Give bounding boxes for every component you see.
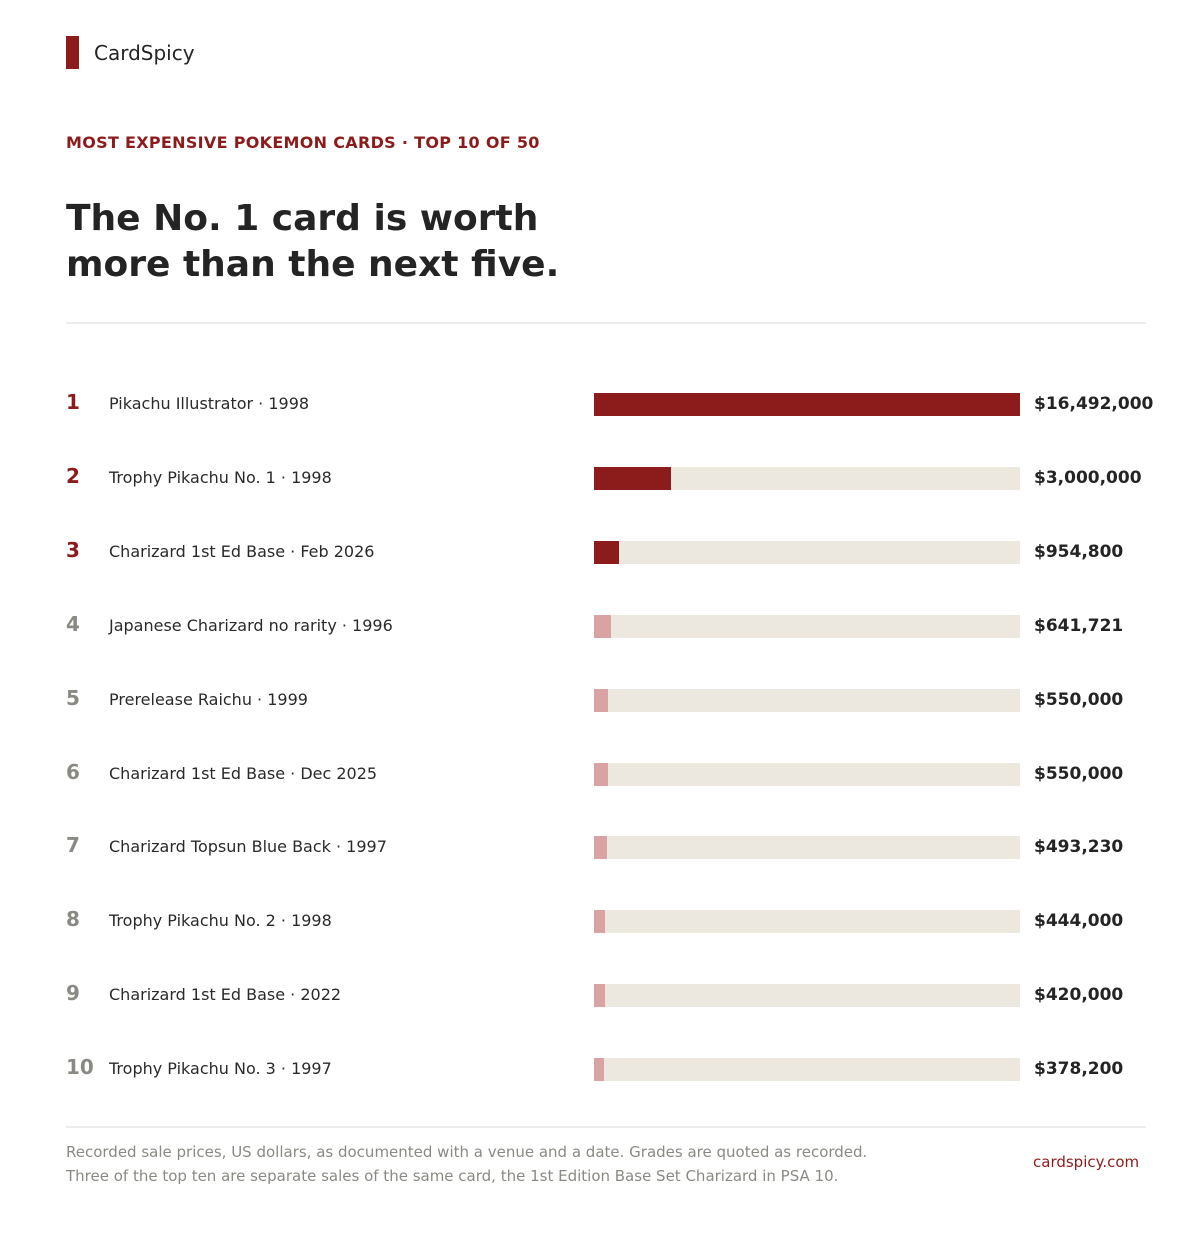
card-name-label: Trophy Pikachu No. 1 · 1998 [109,468,332,487]
bar [594,615,611,638]
rank-label: 4 [66,612,80,636]
bar [594,689,608,712]
bar-row: 4 Japanese Charizard no rarity · 1996 $641… [0,612,1200,638]
chart-headline: The No. 1 card is worth more than the ne… [66,196,766,288]
bar-row: 5 Prerelease Raichu · 1999 $550,000 [0,686,1200,712]
value-label: $3,000,000 [1034,468,1142,488]
card-name-label: Charizard 1st Ed Base · 2022 [109,985,342,1004]
bar-track [594,836,1020,859]
bar [594,1058,604,1081]
card-name-label: Charizard Topsun Blue Back · 1997 [109,837,387,856]
bar [594,910,605,933]
bar-track [594,763,1020,786]
headline-line-2: more than the next five. [66,244,560,285]
bar-row: 7 Charizard Topsun Blue Back · 1997 $493,2… [0,833,1200,859]
bar-track [594,615,1020,638]
bar [594,763,608,786]
brand-name: CardSpicy [94,40,195,65]
value-label: $444,000 [1034,911,1124,931]
card-name-label: Pikachu Illustrator · 1998 [109,394,310,413]
bar-track [594,467,1020,490]
bottom-divider [66,1126,1146,1128]
bar-track [594,910,1020,933]
card-name-label: Charizard 1st Ed Base · Feb 2026 [109,542,375,561]
rank-label: 8 [66,907,80,931]
value-label: $493,230 [1034,837,1124,857]
bar-track [594,984,1020,1007]
value-label: $641,721 [1034,616,1124,636]
rank-label: 1 [66,390,80,414]
bar [594,836,607,859]
value-label: $954,800 [1034,542,1124,562]
bar-row: 9 Charizard 1st Ed Base · 2022 $420,000 [0,981,1200,1007]
bar-row: 10 Trophy Pikachu No. 3 · 1997 $378,200 [0,1055,1200,1081]
site-link[interactable]: cardspicy.com [1033,1153,1140,1171]
brand-logo-mark [66,36,79,69]
value-label: $16,492,000 [1034,394,1154,414]
bar-row: 3 Charizard 1st Ed Base · Feb 2026 $954,80… [0,538,1200,564]
bar-track [594,1058,1020,1081]
card-name-label: Japanese Charizard no rarity · 1996 [109,616,393,635]
bar-row: 1 Pikachu Illustrator · 1998 $16,492,000 [0,390,1200,416]
rank-label: 5 [66,686,80,710]
bar [594,984,605,1007]
top-divider [66,322,1146,324]
card-name-label: Charizard 1st Ed Base · Dec 2025 [109,764,378,783]
bar [594,541,619,564]
brand: CardSpicy [66,36,195,69]
card-name-label: Trophy Pikachu No. 3 · 1997 [109,1059,332,1078]
value-label: $420,000 [1034,985,1124,1005]
value-label: $550,000 [1034,764,1124,784]
footnote: Recorded sale prices, US dollars, as doc… [66,1140,966,1188]
rank-label: 9 [66,981,80,1005]
bar-track [594,689,1020,712]
value-label: $378,200 [1034,1059,1124,1079]
value-label: $550,000 [1034,690,1124,710]
bar-row: 6 Charizard 1st Ed Base · Dec 2025 $550,00… [0,760,1200,786]
bar-row: 2 Trophy Pikachu No. 1 · 1998 $3,000,000 [0,464,1200,490]
headline-line-1: The No. 1 card is worth [66,198,539,239]
footnote-line-2: Three of the top ten are separate sales … [66,1167,839,1185]
footnote-line-1: Recorded sale prices, US dollars, as doc… [66,1143,868,1161]
card-name-label: Trophy Pikachu No. 2 · 1998 [109,911,332,930]
rank-label: 2 [66,464,80,488]
rank-label: 6 [66,760,80,784]
bar-track [594,541,1020,564]
bar [594,393,1020,416]
rank-label: 7 [66,833,80,857]
bar-row: 8 Trophy Pikachu No. 2 · 1998 $444,000 [0,907,1200,933]
rank-label: 10 [66,1055,94,1079]
bar [594,467,671,490]
bar-track [594,393,1020,416]
card-name-label: Prerelease Raichu · 1999 [109,690,308,709]
chart-kicker: MOST EXPENSIVE POKEMON CARDS · TOP 10 OF… [66,133,540,152]
rank-label: 3 [66,538,80,562]
